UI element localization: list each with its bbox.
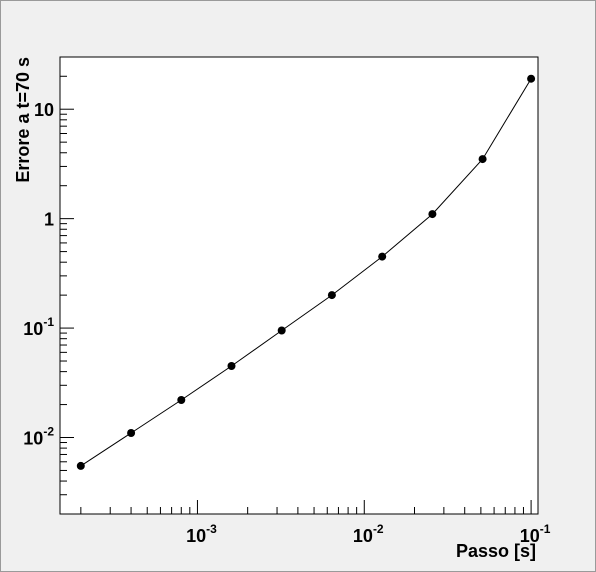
data-point [127, 429, 136, 437]
y-tick-labels: 10-2 10-1 1 10 [23, 100, 54, 448]
data-point [76, 461, 85, 470]
x-tick-labels: 10-3 10-2 10-1 [186, 522, 551, 546]
data-point [527, 74, 536, 83]
data-point [428, 210, 437, 219]
data-point [327, 291, 336, 300]
x-tick-label: 10-3 [186, 522, 217, 546]
series-line [80, 78, 532, 467]
y-tick-label: 1 [44, 210, 54, 230]
x-tick-label: 10-1 [520, 522, 551, 546]
data-points [76, 74, 536, 470]
data-point [478, 155, 487, 164]
y-tick-label: 10 [34, 100, 54, 120]
data-point [177, 396, 186, 404]
data-point [378, 252, 387, 261]
plot-area [59, 56, 539, 515]
y-tick-label: 10-2 [23, 425, 54, 449]
data-point [277, 326, 286, 335]
data-point [227, 362, 236, 370]
y-axis-title: Errore a t=70 s [13, 57, 33, 183]
x-axis-title: Passo [s] [456, 541, 536, 561]
minor-ticks [60, 75, 524, 514]
major-ticks [60, 108, 532, 514]
y-tick-label: 10-1 [23, 315, 54, 339]
x-tick-label: 10-2 [353, 522, 384, 546]
